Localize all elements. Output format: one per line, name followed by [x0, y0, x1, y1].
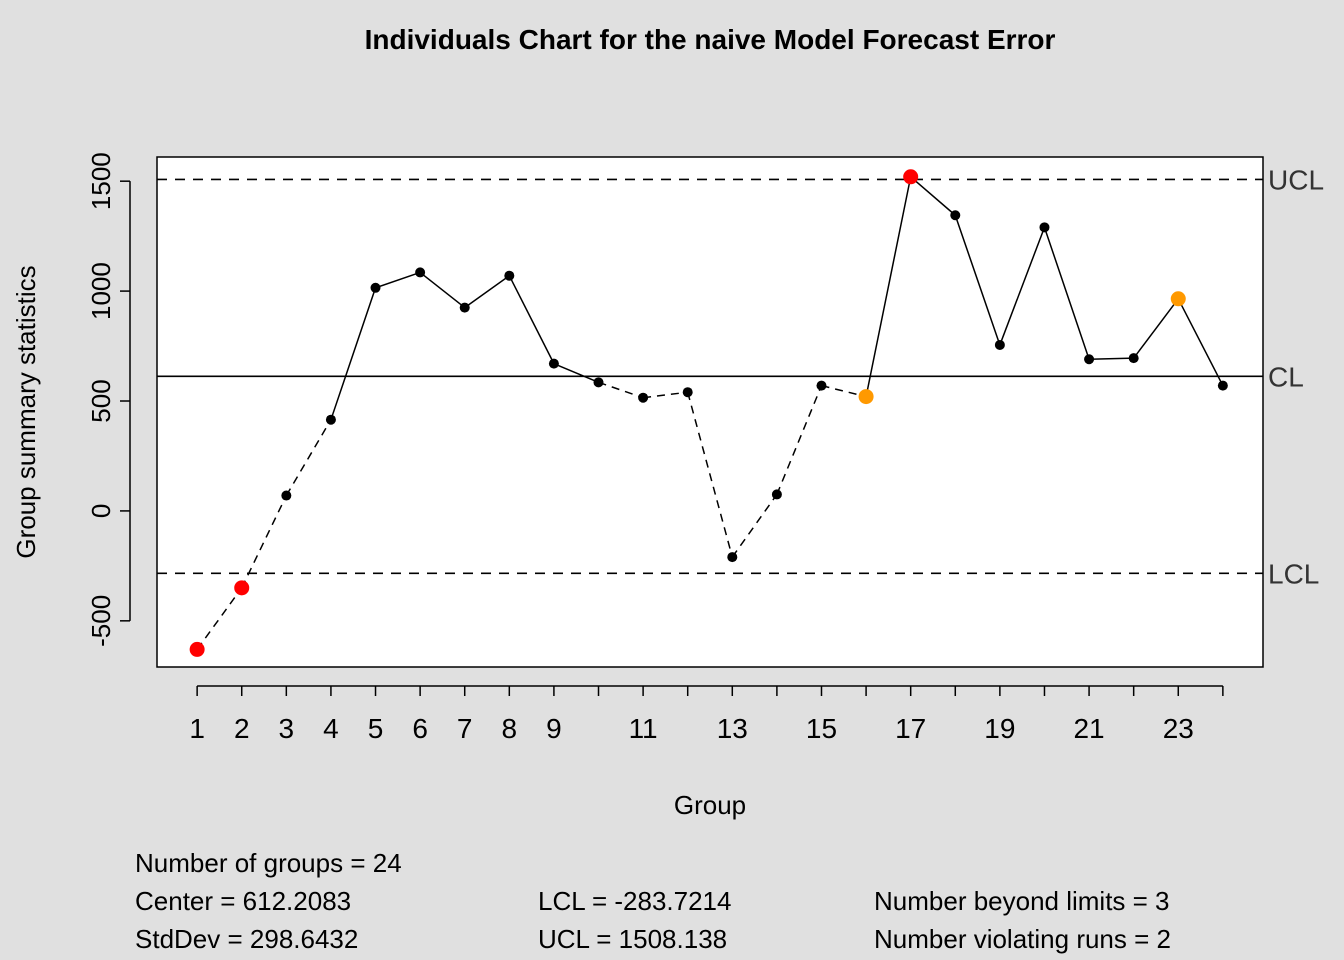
series-segment: [910, 176, 956, 216]
x-tick-label: 21: [1073, 713, 1104, 744]
stat-number-of-groups: Number of groups = 24: [135, 848, 402, 878]
x-tick-label: 8: [502, 713, 518, 744]
data-point: [459, 302, 470, 313]
x-tick-label: 11: [629, 713, 658, 744]
series-segment: [776, 385, 823, 495]
x-tick-label: 15: [806, 713, 837, 744]
series-segment: [954, 215, 1001, 346]
series-segment: [821, 384, 867, 398]
cl-label: CL: [1268, 361, 1304, 392]
stat-lcl: LCL = -283.7214: [538, 886, 732, 916]
x-tick-label: 1: [189, 713, 205, 744]
series-segment: [553, 362, 599, 384]
x-tick-label: 3: [279, 713, 295, 744]
x-tick-label: 7: [457, 713, 473, 744]
data-point: [682, 387, 693, 398]
data-point: [858, 389, 874, 405]
series-segment: [1089, 357, 1134, 360]
data-point: [504, 270, 515, 281]
series-segment: [508, 275, 555, 364]
series-segment: [464, 275, 510, 309]
x-axis-label: Group: [674, 790, 746, 820]
y-tick-label: 500: [86, 379, 116, 422]
data-point: [727, 552, 738, 563]
data-point: [816, 380, 827, 391]
stat-center: Center = 612.2083: [135, 886, 352, 916]
data-point: [593, 377, 604, 388]
data-point: [1084, 354, 1095, 365]
ucl-label: UCL: [1268, 164, 1324, 195]
control-limits: UCL CL LCL: [157, 164, 1324, 589]
stat-ucl: UCL = 1508.138: [538, 924, 728, 954]
chart-title: Individuals Chart for the naive Model Fo…: [365, 24, 1056, 55]
x-tick-label: 5: [368, 713, 384, 744]
data-point: [1128, 353, 1139, 364]
data-point: [370, 282, 381, 293]
data-point: [548, 358, 559, 369]
x-tick-label: 9: [546, 713, 562, 744]
data-point: [415, 267, 426, 278]
series-segment: [1043, 227, 1090, 360]
data-point: [1217, 380, 1228, 391]
x-tick-label: 4: [323, 713, 339, 744]
data-point: [994, 339, 1005, 350]
y-tick-label: 1500: [86, 152, 116, 210]
series-segment: [419, 271, 466, 309]
series-segment: [1133, 298, 1179, 359]
lcl-label: LCL: [1268, 558, 1319, 589]
data-point: [771, 489, 782, 500]
plot-area: [156, 156, 1264, 668]
series-segment: [598, 381, 644, 399]
data-point: [1039, 222, 1050, 233]
y-tick-label: -500: [86, 595, 116, 647]
series-segment: [196, 587, 243, 650]
series-segment: [285, 419, 332, 496]
series-segment: [865, 176, 912, 397]
series-segment: [1177, 298, 1224, 386]
y-axis-label: Group summary statistics: [11, 265, 41, 558]
data-point: [903, 169, 919, 185]
x-tick-label: 2: [234, 713, 250, 744]
y-tick-label: 1000: [86, 262, 116, 320]
stat-violating-runs: Number violating runs = 2: [874, 924, 1171, 954]
series-segment: [686, 392, 734, 558]
x-tick-label: 17: [895, 713, 926, 744]
series-segment: [375, 271, 421, 289]
stat-beyond-limits: Number beyond limits = 3: [874, 886, 1170, 916]
data-point: [189, 641, 205, 657]
x-tick-label: 13: [717, 713, 748, 744]
data-point: [234, 580, 250, 596]
series-segment: [241, 495, 288, 589]
series-segment: [643, 391, 688, 399]
x-tick-label: 19: [984, 713, 1015, 744]
data-point: [325, 414, 336, 425]
y-tick-label: 0: [86, 504, 116, 518]
series-segment: [999, 227, 1046, 346]
data-point: [281, 490, 292, 501]
series: [189, 169, 1228, 657]
data-point: [638, 392, 649, 403]
stat-stddev: StdDev = 298.6432: [135, 924, 359, 954]
x-tick-label: 23: [1163, 713, 1194, 744]
data-point: [950, 210, 961, 221]
series-segment: [330, 287, 377, 420]
x-tick-label: 6: [412, 713, 428, 744]
data-point: [1170, 291, 1186, 307]
